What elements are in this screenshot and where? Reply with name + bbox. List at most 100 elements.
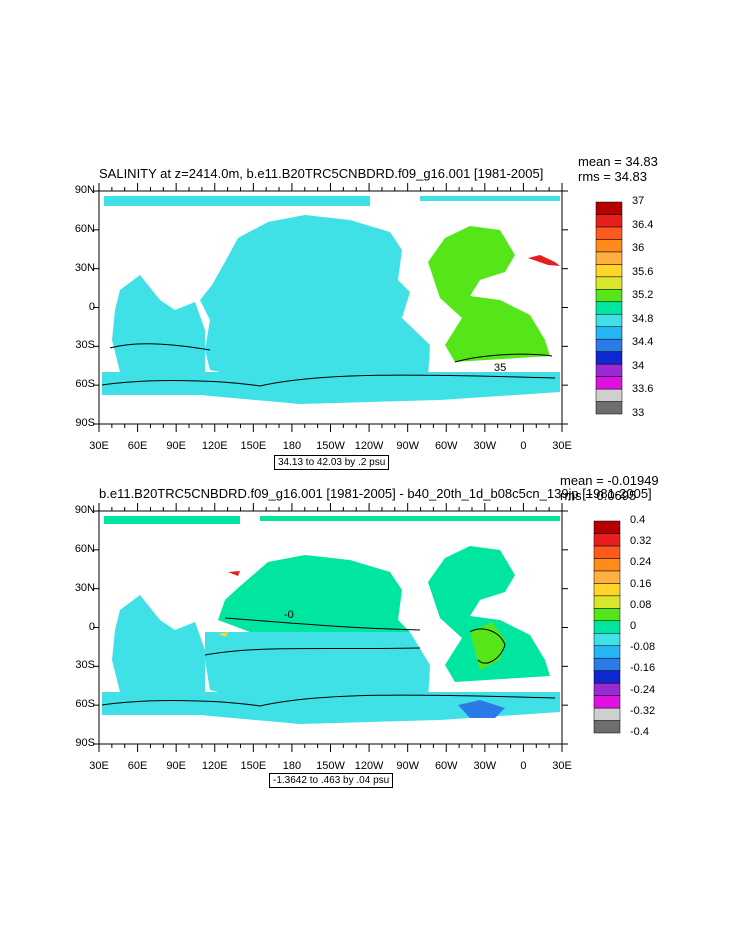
panel1-mean: mean = 34.83: [578, 154, 658, 169]
panel2-colorbar: [593, 520, 621, 734]
panel2-colorbar-swatch: [593, 570, 621, 584]
panel2-colorbar-swatch: [593, 632, 621, 646]
panel2-xlabel: 120E: [201, 760, 228, 772]
panel2-xlabel: 120W: [354, 760, 384, 772]
panel2-colorbar-label: 0.32: [630, 535, 652, 548]
panel1-colorbar-label: 36: [632, 242, 645, 255]
axis-ticks: [93, 183, 568, 752]
panel1-xlabel: 30E: [552, 440, 572, 452]
panel1-colorbar-swatch: [595, 326, 623, 340]
panel1-ylabel: 30S: [75, 339, 95, 352]
panel1-colorbar: [595, 201, 623, 415]
panel1-colorbar-swatch: [595, 251, 623, 265]
panel2-xlabel: 30E: [552, 760, 572, 772]
panel2-ylabel: 60N: [74, 542, 95, 555]
panel1-xlabel: 60E: [127, 440, 148, 452]
panel1-contour-label: 35: [494, 362, 507, 374]
panel2-colorbar-swatch: [593, 720, 621, 734]
panel2-xlabel: 180: [282, 760, 302, 772]
panel1-colorbar-label: 33.6: [632, 383, 654, 396]
panel2-title: b.e11.B20TRC5CNBDRD.f09_g16.001 [1981-20…: [99, 486, 652, 501]
panel1-colorbar-swatch: [595, 313, 623, 327]
panel1-xlabel: 120W: [354, 440, 384, 452]
panel2-colorbar-swatch: [593, 645, 621, 659]
panel1-xlabel: 60W: [434, 440, 458, 452]
panel1-map: [98, 190, 563, 425]
panel2-colorbar-label: -0.32: [630, 704, 656, 717]
panel2-contour-label: -0: [284, 609, 294, 621]
panel1-colorbar-label: 37: [632, 195, 645, 207]
panel1-colorbar-swatch: [595, 376, 623, 390]
panel1-range-box: 34.13 to 42.03 by .2 psu: [274, 455, 390, 470]
panel2-colorbar-swatch: [593, 545, 621, 559]
panel1-colorbar-swatch: [595, 264, 623, 278]
panel1-ylabel: 30N: [74, 261, 95, 274]
panel1-xlabel: 120E: [201, 440, 228, 452]
panel1-colorbar-swatch: [595, 201, 623, 215]
panel2-colorbar-label: -0.08: [630, 641, 656, 654]
panel1-colorbar-label: 34.8: [632, 312, 654, 325]
panel2-colorbar-swatch: [593, 533, 621, 547]
panel1-xlabel: 30E: [89, 440, 109, 452]
panel1-colorbar-swatch: [595, 363, 623, 377]
panel1-xlabel: 150E: [240, 440, 267, 452]
panel2-map: [98, 510, 563, 745]
panel1-colorbar-swatch: [595, 226, 623, 240]
panel2-colorbar-label: 0: [630, 620, 637, 632]
panel1-ylabel: 60N: [74, 222, 95, 235]
panel1-colorbar-label: 35.2: [632, 289, 654, 302]
panel2-xlabel: 150E: [240, 760, 267, 772]
panel2-colorbar-swatch: [593, 670, 621, 684]
panel2-xlabel: 60E: [127, 760, 148, 772]
panel2-colorbar-label: -0.4: [630, 726, 649, 738]
panel1-xlabel: 0: [520, 440, 527, 452]
panel2-colorbar-label: -0.24: [630, 683, 656, 696]
panel2-colorbar-swatch: [593, 520, 621, 534]
panel2-colorbar-swatch: [593, 657, 621, 671]
panel1-ylabel: 60S: [75, 378, 95, 391]
panel2-colorbar-swatch: [593, 608, 621, 622]
panel1-colorbar-label: 35.6: [632, 265, 654, 278]
panel1-colorbar-label: 34: [632, 359, 645, 372]
panel1-ylabel: 90S: [75, 417, 95, 429]
panel2-xlabel: 90W: [396, 760, 419, 772]
panel1-xlabel: 180: [282, 440, 302, 452]
panel2-colorbar-swatch: [593, 682, 621, 696]
panel2-xlabel: 150W: [316, 760, 345, 772]
panel2-ylabel: 30N: [74, 581, 95, 594]
panel2-xlabel: 90E: [166, 760, 186, 772]
panel1-colorbar-label: 36.4: [632, 218, 654, 231]
panel2-colorbar-label: 0.4: [630, 514, 646, 526]
panel2-colorbar-label: -0.16: [630, 662, 656, 675]
panel2-colorbar-label: 0.08: [630, 598, 652, 611]
panel1-colorbar-swatch: [595, 401, 623, 415]
panel1-colorbar-swatch: [595, 289, 623, 303]
panel1-colorbar-swatch: [595, 276, 623, 290]
panel2-ylabel: 30S: [75, 659, 95, 672]
panel1-ylabel: 0: [88, 300, 95, 313]
panel1-colorbar-swatch: [595, 388, 623, 402]
panel2-colorbar-swatch: [593, 695, 621, 709]
panel1-colorbar-label: 33: [632, 407, 645, 419]
panel2-colorbar-label: 0.16: [630, 577, 652, 590]
panel1-colorbar-swatch: [595, 239, 623, 253]
panel1-colorbar-swatch: [595, 351, 623, 365]
panel1-xlabel: 90E: [166, 440, 186, 452]
panel1-xlabel: 30W: [473, 440, 497, 452]
panel2-colorbar-swatch: [593, 620, 621, 634]
panel2-xlabel: 30W: [473, 760, 497, 772]
panel2-ylabel: 90N: [74, 504, 95, 516]
panel1-colorbar-swatch: [595, 214, 623, 228]
panel2-ylabel: 90S: [75, 737, 95, 749]
panel1-ylabel: 90N: [74, 184, 95, 196]
panel1-xlabel: 150W: [316, 440, 345, 452]
panel2-range-box: -1.3642 to .463 by .04 psu: [269, 773, 394, 788]
panel2-xlabel: 60W: [434, 760, 458, 772]
panel1-title: SALINITY at z=2414.0m, b.e11.B20TRC5CNBD…: [99, 166, 544, 181]
panel2-xlabel: 30E: [89, 760, 109, 772]
panel1-colorbar-label: 34.4: [632, 336, 654, 349]
panel1-xlabel: 90W: [396, 440, 419, 452]
panel2-ylabel: 60S: [75, 698, 95, 711]
panel1-colorbar-swatch: [595, 301, 623, 315]
